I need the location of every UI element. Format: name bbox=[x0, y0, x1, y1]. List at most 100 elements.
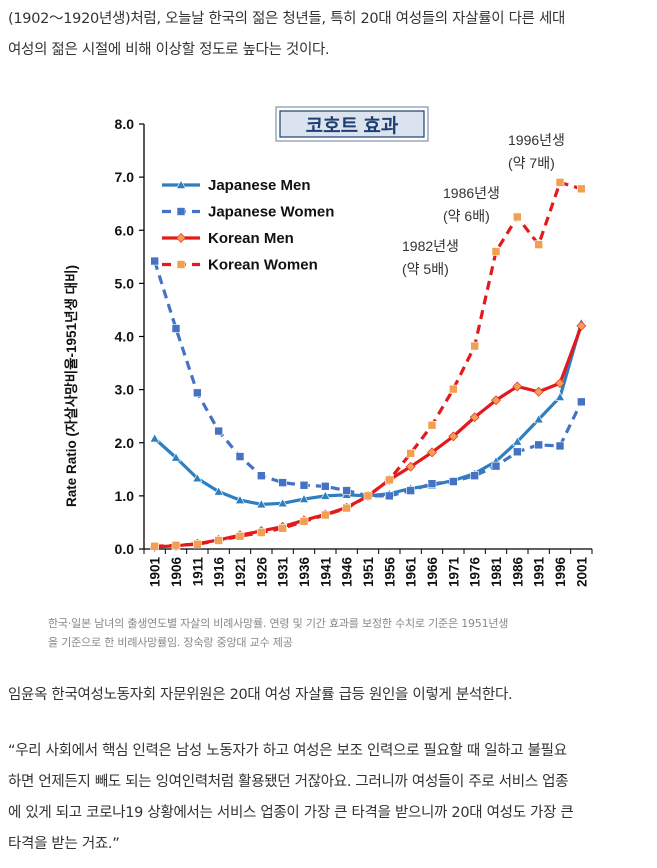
data-point bbox=[176, 207, 186, 216]
series-korean-women bbox=[150, 178, 586, 551]
data-point bbox=[175, 179, 187, 189]
series-japanese-women bbox=[150, 256, 586, 501]
data-point bbox=[406, 486, 415, 495]
quote-line: 하면 언제든지 빼도 되는 잉여인력처럼 활용됐던 거잖아요. 그러니까 여성들… bbox=[8, 774, 569, 790]
series-japanese-men bbox=[149, 318, 587, 509]
data-point bbox=[193, 539, 202, 549]
axes: 0.0 1.0 2.0 3.0 4.0 5.0 6.0 7.0 8.0 1901 1906 1911 1… bbox=[115, 116, 593, 588]
annotation-1996: 1996년생 (약 7배) bbox=[508, 132, 565, 171]
data-point bbox=[257, 528, 266, 537]
quote-line: 에 있게 되고 코로나19 상황에서는 서비스 업종이 가장 큰 타격을 받으니… bbox=[8, 805, 574, 821]
data-point bbox=[192, 473, 203, 483]
x-tick-label: 1971 bbox=[446, 557, 461, 588]
legend-item: Japanese Men bbox=[162, 177, 311, 194]
data-point bbox=[320, 490, 331, 500]
chart-title: 코호트 효과 bbox=[306, 115, 399, 137]
annotation-1996-ratio: (약 7배) bbox=[508, 155, 555, 171]
data-point bbox=[427, 420, 437, 430]
data-point bbox=[299, 480, 309, 490]
data-point bbox=[214, 426, 223, 436]
data-point bbox=[363, 491, 373, 501]
legend-label: Korean Men bbox=[208, 230, 294, 247]
y-tick-label: 5.0 bbox=[115, 275, 135, 291]
data-point bbox=[576, 320, 587, 331]
data-point bbox=[449, 384, 458, 394]
x-tick-label: 1906 bbox=[169, 557, 184, 588]
y-tick-label: 6.0 bbox=[115, 222, 135, 238]
data-point bbox=[171, 540, 181, 550]
legend-label: Korean Women bbox=[208, 257, 318, 274]
data-point bbox=[150, 542, 159, 551]
data-point bbox=[427, 447, 437, 458]
quote-line: “우리 사회에서 핵심 인력은 남성 노동자가 하고 여성은 보조 인력으로 필… bbox=[8, 743, 567, 759]
data-point bbox=[406, 449, 415, 458]
caption-line: 을 기준으로 한 비례사망률임. 장숙랑 중앙대 교수 제공 bbox=[48, 636, 293, 649]
y-tick-label: 7.0 bbox=[115, 169, 135, 185]
chart-svg: 코호트 효과 Rate Ratio (자살사망비율-1951년생 대비) 0.0… bbox=[63, 106, 593, 588]
data-point bbox=[533, 386, 544, 397]
legend-item: Japanese Women bbox=[162, 204, 334, 221]
annotation-1982-year: 1982년생 bbox=[402, 238, 459, 254]
analysis-paragraph: 임윤옥 한국여성노동자회 자문위원은 20대 여성 자살률 급등 원인을 이렇게… bbox=[8, 680, 653, 711]
data-point bbox=[321, 482, 330, 491]
series-layer bbox=[149, 178, 587, 552]
legend: Japanese Men Japanese Women Korean Men Kore… bbox=[162, 177, 334, 274]
y-tick-label: 2.0 bbox=[115, 435, 135, 451]
data-point bbox=[193, 388, 202, 398]
x-tick-label: 1991 bbox=[532, 557, 547, 588]
data-point bbox=[491, 395, 501, 406]
y-tick-label: 4.0 bbox=[115, 329, 135, 345]
data-point bbox=[405, 461, 416, 472]
y-axis-label: Rate Ratio (자살사망비율-1951년생 대비) bbox=[63, 265, 79, 507]
data-point bbox=[577, 397, 586, 407]
x-tick-label: 1986 bbox=[510, 557, 525, 588]
intro-paragraph: (1902～1920년생)처럼, 오늘날 한국의 젊은 청년들, 특히 20대 … bbox=[8, 4, 653, 66]
x-tick-label: 2001 bbox=[574, 557, 589, 588]
data-point bbox=[321, 510, 330, 520]
quote-line: 타격을 받는 거죠.” bbox=[8, 836, 120, 852]
analysis-line: 임윤옥 한국여성노동자회 자문위원은 20대 여성 자살률 급등 원인을 이렇게… bbox=[8, 687, 513, 703]
series-line bbox=[154, 180, 582, 548]
data-point bbox=[385, 475, 394, 485]
x-tick-label: 1941 bbox=[318, 557, 333, 588]
data-point bbox=[470, 341, 479, 351]
data-point bbox=[449, 477, 458, 486]
annotation-1986: 1986년생 (약 6배) bbox=[443, 185, 500, 224]
y-tick-label: 1.0 bbox=[115, 488, 135, 504]
data-point bbox=[385, 491, 394, 501]
x-tick-label: 1951 bbox=[361, 557, 376, 588]
data-point bbox=[277, 498, 288, 508]
data-point bbox=[213, 486, 224, 496]
x-tick-label: 1916 bbox=[212, 557, 227, 588]
data-point bbox=[257, 471, 266, 480]
data-point bbox=[533, 414, 544, 424]
legend-label: Japanese Women bbox=[208, 204, 334, 221]
data-point bbox=[342, 486, 351, 495]
data-point bbox=[555, 378, 565, 389]
data-point bbox=[278, 478, 287, 487]
data-point bbox=[512, 381, 523, 392]
data-point bbox=[554, 391, 566, 401]
annotation-1986-year: 1986년생 bbox=[443, 185, 500, 201]
data-point bbox=[555, 441, 565, 451]
x-tick-label: 1966 bbox=[425, 557, 440, 588]
data-point bbox=[170, 452, 182, 462]
data-point bbox=[235, 531, 245, 541]
data-point bbox=[299, 517, 309, 526]
x-tick-label: 1961 bbox=[404, 557, 419, 588]
legend-label: Japanese Men bbox=[208, 177, 311, 194]
data-point bbox=[513, 447, 522, 457]
intro-line: (1902～1920년생)처럼, 오늘날 한국의 젊은 청년들, 특히 20대 … bbox=[8, 11, 566, 27]
y-tick-label: 3.0 bbox=[115, 382, 135, 398]
series-line bbox=[153, 322, 583, 506]
cohort-effect-chart: 코호트 효과 Rate Ratio (자살사망비율-1951년생 대비) 0.0… bbox=[60, 100, 620, 614]
data-point bbox=[513, 212, 522, 222]
legend-item: Korean Men bbox=[162, 230, 294, 247]
data-point bbox=[149, 433, 160, 443]
data-point bbox=[491, 461, 501, 471]
x-tick-label: 1921 bbox=[233, 557, 248, 588]
annotation-1986-ratio: (약 6배) bbox=[443, 208, 490, 224]
chart-title-box bbox=[279, 110, 425, 138]
data-point bbox=[512, 436, 523, 446]
annotation-1982-ratio: (약 5배) bbox=[402, 261, 449, 277]
